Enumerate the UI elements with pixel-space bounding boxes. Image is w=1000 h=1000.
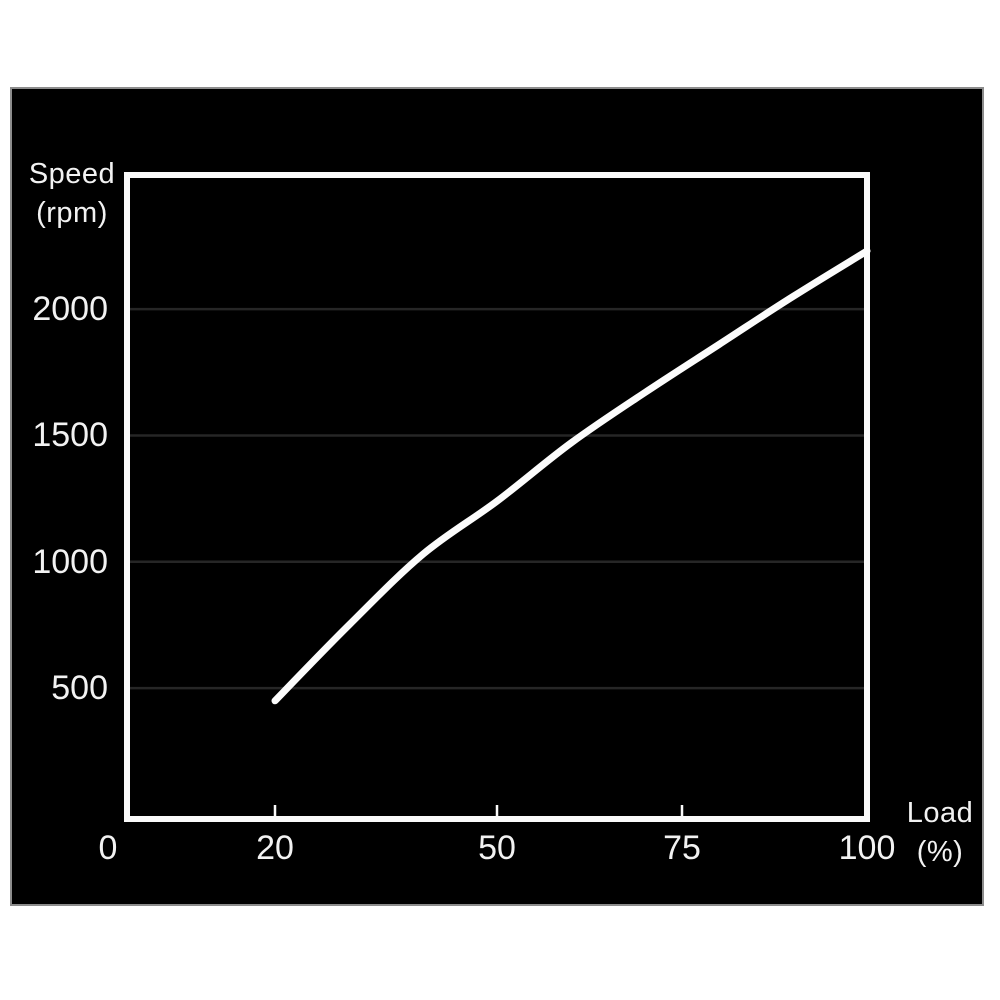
x-tick-label-75: 75 [663, 829, 701, 867]
x-axis-title: Load (%) [898, 794, 982, 872]
x-tick-label-20: 20 [256, 829, 294, 867]
y-axis-title-line2: (rpm) [36, 197, 108, 229]
y-tick-label-1000: 1000 [32, 542, 108, 581]
x-axis-title-line2: (%) [916, 836, 964, 868]
x-tick-label-50: 50 [478, 829, 516, 867]
plot-area [124, 172, 870, 822]
x-axis-title-line1: Load [906, 797, 974, 829]
x-tick-label-0: 0 [98, 829, 118, 867]
y-axis-title-line1: Speed [28, 158, 116, 190]
y-tick-label-500: 500 [51, 669, 108, 708]
y-tick-label-1500: 1500 [32, 416, 108, 455]
y-axis-title: Speed (rpm) [24, 155, 120, 233]
y-tick-label-2000: 2000 [32, 290, 108, 329]
x-tick-label-100: 100 [838, 829, 896, 867]
